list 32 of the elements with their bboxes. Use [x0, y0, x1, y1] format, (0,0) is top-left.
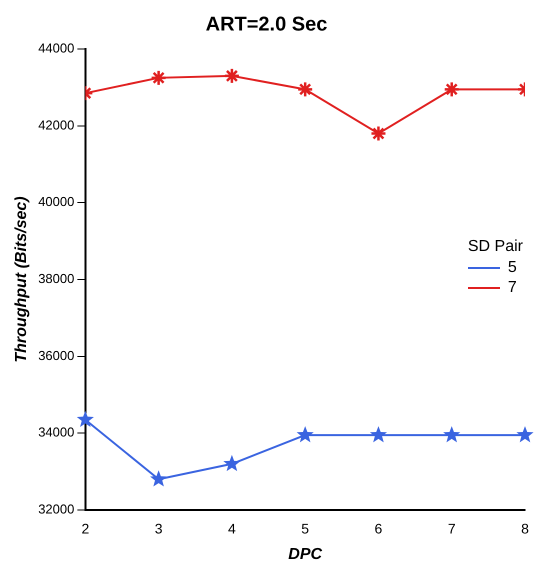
- point: [150, 470, 168, 487]
- point: [296, 426, 314, 442]
- y-tick-label: 44000: [38, 40, 74, 56]
- point: [224, 68, 240, 84]
- x-tick-label: 5: [301, 520, 310, 536]
- point: [443, 81, 460, 98]
- y-axis-title: Throughput (Bits/sec): [13, 196, 30, 363]
- point: [150, 70, 167, 86]
- y-tick-label: 36000: [38, 348, 74, 363]
- point: [296, 81, 314, 98]
- chart-title: ART=2.0 Sec: [206, 14, 328, 36]
- x-tick-label: 6: [374, 520, 383, 536]
- point: [370, 125, 387, 142]
- x-tick-label: 7: [448, 520, 456, 536]
- x-axis-title: DPC: [288, 546, 323, 563]
- point: [370, 426, 388, 442]
- x-tick-label: 2: [81, 520, 90, 536]
- legend-label: 7: [508, 278, 517, 298]
- legend-title: SD Pair: [468, 238, 523, 256]
- x-tick-label: 3: [154, 520, 163, 536]
- x-tick-label: 4: [228, 520, 236, 536]
- y-tick-label: 40000: [38, 194, 74, 210]
- legend-label: 5: [508, 258, 517, 278]
- x-tick-label: 8: [521, 520, 530, 536]
- point: [76, 410, 94, 427]
- y-tick-label: 38000: [38, 271, 74, 286]
- point: [516, 426, 534, 442]
- point: [223, 454, 240, 472]
- y-tick-label: 42000: [38, 117, 74, 132]
- point: [443, 426, 460, 442]
- y-tick-label: 34000: [38, 424, 74, 440]
- y-tick-label: 32000: [38, 502, 74, 517]
